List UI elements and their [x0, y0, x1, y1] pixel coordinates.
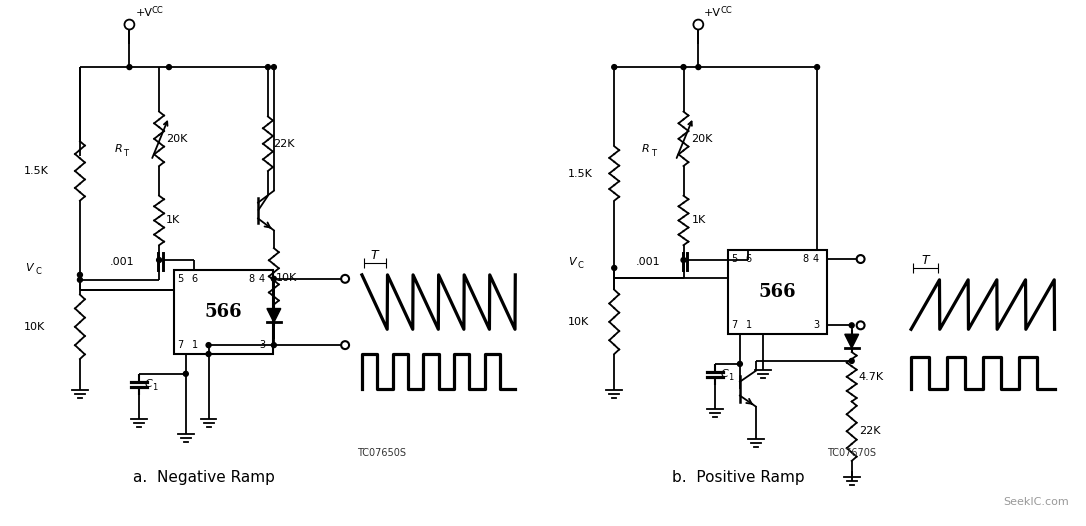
- Text: R: R: [115, 144, 123, 154]
- Text: 8: 8: [803, 254, 808, 264]
- Circle shape: [611, 266, 617, 270]
- Circle shape: [737, 361, 743, 367]
- Text: R: R: [642, 144, 649, 154]
- Text: 4: 4: [813, 254, 819, 264]
- Text: 1K: 1K: [166, 216, 180, 226]
- Circle shape: [166, 65, 172, 69]
- Text: .001: .001: [110, 257, 135, 267]
- Text: 6: 6: [192, 274, 198, 284]
- Text: C: C: [578, 261, 583, 270]
- Text: a.  Negative Ramp: a. Negative Ramp: [132, 470, 275, 485]
- Bar: [728, 250, 826, 334]
- Text: 10K: 10K: [276, 273, 298, 283]
- Circle shape: [77, 277, 83, 282]
- Circle shape: [206, 342, 211, 348]
- Text: C: C: [36, 267, 41, 276]
- Text: 1: 1: [192, 340, 198, 350]
- Circle shape: [265, 65, 270, 69]
- Text: T: T: [124, 149, 128, 158]
- Circle shape: [681, 258, 686, 262]
- Text: 3: 3: [813, 320, 819, 330]
- Text: 8: 8: [248, 274, 254, 284]
- Text: 5: 5: [177, 274, 184, 284]
- Text: +V: +V: [705, 8, 721, 18]
- Circle shape: [849, 359, 855, 363]
- Text: V: V: [568, 257, 576, 267]
- Text: 1: 1: [152, 383, 157, 392]
- Text: 10K: 10K: [24, 322, 45, 332]
- Text: 1.5K: 1.5K: [568, 169, 593, 179]
- Text: SeekIC.com: SeekIC.com: [1003, 498, 1070, 508]
- Text: T: T: [651, 149, 656, 158]
- Polygon shape: [845, 334, 859, 348]
- Text: 4: 4: [258, 274, 265, 284]
- Text: .001: .001: [636, 257, 660, 267]
- Text: 7: 7: [177, 340, 184, 350]
- Circle shape: [272, 276, 276, 281]
- Text: TC07670S: TC07670S: [828, 448, 876, 458]
- Circle shape: [272, 65, 276, 69]
- Text: 10K: 10K: [568, 317, 589, 327]
- Text: 22K: 22K: [859, 426, 880, 436]
- Text: 1K: 1K: [692, 216, 706, 226]
- Text: 7: 7: [731, 320, 737, 330]
- Circle shape: [814, 65, 820, 69]
- Text: 4.7K: 4.7K: [859, 372, 884, 382]
- Circle shape: [849, 323, 855, 328]
- Bar: [174, 270, 273, 354]
- Circle shape: [184, 371, 188, 376]
- Polygon shape: [267, 309, 281, 322]
- Text: 1: 1: [746, 320, 752, 330]
- Text: 22K: 22K: [273, 139, 294, 149]
- Circle shape: [77, 272, 83, 277]
- Text: TC07650S: TC07650S: [357, 448, 406, 458]
- Text: 5: 5: [731, 254, 737, 264]
- Text: 1: 1: [728, 373, 733, 382]
- Text: C: C: [144, 379, 152, 389]
- Text: 3: 3: [258, 340, 265, 350]
- Text: C: C: [720, 369, 728, 379]
- Text: 566: 566: [759, 283, 796, 301]
- Text: T: T: [371, 249, 379, 261]
- Circle shape: [611, 65, 617, 69]
- Text: 20K: 20K: [166, 134, 188, 144]
- Text: 20K: 20K: [692, 134, 712, 144]
- Circle shape: [156, 258, 162, 262]
- Circle shape: [272, 342, 276, 348]
- Text: 6: 6: [746, 254, 752, 264]
- Text: V: V: [26, 263, 34, 273]
- Text: T: T: [922, 254, 930, 267]
- Circle shape: [127, 65, 131, 69]
- Text: +V: +V: [136, 8, 152, 18]
- Circle shape: [696, 65, 700, 69]
- Text: CC: CC: [720, 6, 732, 15]
- Text: 566: 566: [204, 303, 242, 321]
- Text: 1.5K: 1.5K: [24, 166, 49, 176]
- Text: b.  Positive Ramp: b. Positive Ramp: [671, 470, 805, 485]
- Circle shape: [206, 351, 211, 357]
- Circle shape: [681, 65, 686, 69]
- Text: CC: CC: [151, 6, 163, 15]
